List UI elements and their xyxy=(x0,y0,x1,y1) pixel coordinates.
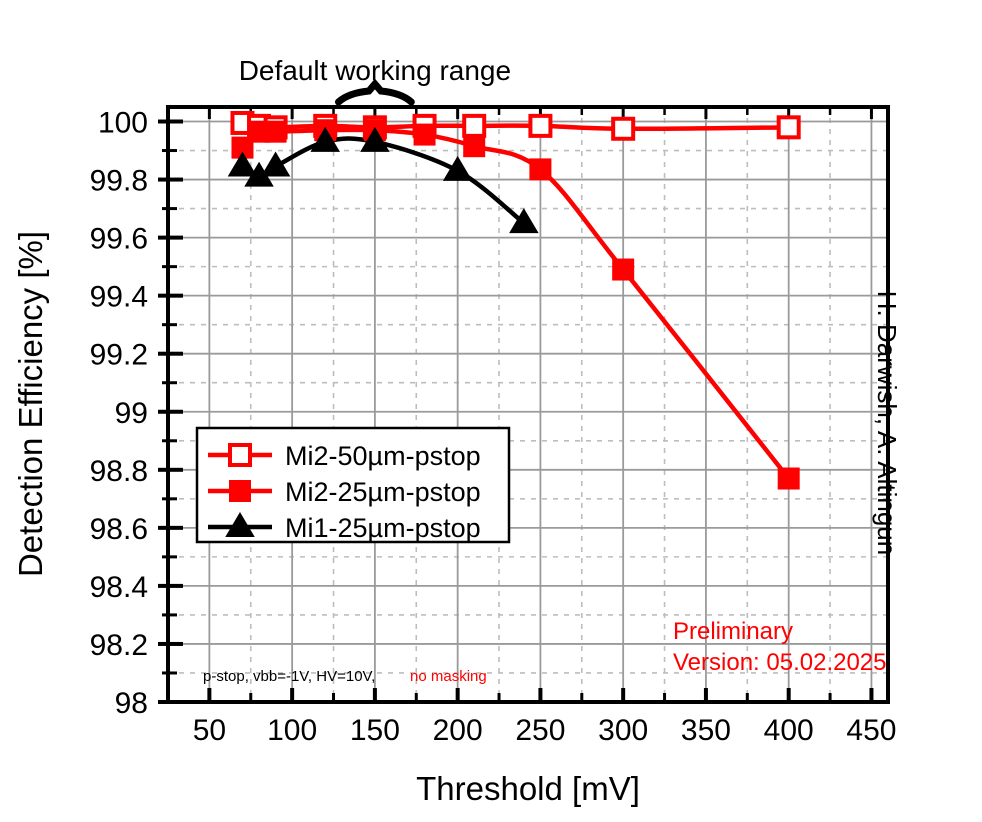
data-point-filled-triangle xyxy=(442,155,473,181)
data-point-filled-triangle xyxy=(310,126,340,152)
data-point-filled-triangle xyxy=(260,151,291,177)
y-tick-label: 99.4 xyxy=(90,281,148,314)
data-point-filled-square xyxy=(529,158,552,181)
data-point-open-square xyxy=(528,113,553,138)
y-tick-label: 99 xyxy=(115,397,148,430)
legend: Mi2-50µm-pstop Mi2-25µm-pstop Mi1-25µm-pst… xyxy=(195,426,511,544)
data-point-open-square xyxy=(228,443,252,467)
grid-minor xyxy=(168,107,888,702)
data-point-filled-triangle xyxy=(509,208,539,234)
version-label: Version: 05.02.2025 xyxy=(673,649,887,676)
y-tick-label: 98.6 xyxy=(90,513,148,546)
data-point-filled-triangle xyxy=(227,151,258,177)
data-point-open-square xyxy=(462,113,487,138)
y-tick-label: 100 xyxy=(98,107,148,140)
data-point-filled-square xyxy=(413,123,436,146)
legend-items: Mi2-50µm-pstop Mi2-25µm-pstop Mi1-25µm-pst… xyxy=(208,441,481,543)
data-series-layer xyxy=(227,110,801,490)
legend-label: Mi1-25µm-pstop xyxy=(285,513,481,543)
y-tick-labels: 100 99.8 99.6 99.4 99.2 99 98.8 98.6 98.4 98.2 98 xyxy=(90,107,148,720)
conditions-note-masking: no masking xyxy=(410,668,487,685)
working-range-brace xyxy=(334,78,415,106)
legend-item-0[interactable]: Mi2-50µm-pstop xyxy=(208,441,481,471)
authors-credit: H. Darwish, A. Altingun xyxy=(872,291,902,555)
data-point-filled-square xyxy=(777,467,800,490)
y-tick-label: 98.2 xyxy=(90,629,148,662)
y-tick-label: 98.4 xyxy=(90,571,148,604)
data-point-filled-square xyxy=(612,258,635,281)
x-tick-label: 250 xyxy=(515,714,565,747)
series-markers-2 xyxy=(227,126,539,234)
data-point-filled-square xyxy=(264,120,287,143)
y-tick-label: 99.2 xyxy=(90,339,148,372)
x-tick-labels: 50 100 150 200 250 300 350 400 450 xyxy=(193,714,897,747)
data-point-open-square xyxy=(611,116,636,141)
preliminary-label: Preliminary xyxy=(673,618,793,645)
y-tick-label: 99.8 xyxy=(90,165,148,198)
x-tick-label: 100 xyxy=(267,714,317,747)
x-tick-label: 450 xyxy=(846,714,896,747)
data-point-filled-square xyxy=(463,135,486,158)
legend-label: Mi2-50µm-pstop xyxy=(285,441,481,471)
x-tick-label: 50 xyxy=(193,714,226,747)
y-tick-label: 98 xyxy=(115,687,148,720)
working-range-label: Default working range xyxy=(239,55,511,86)
y-tick-label: 98.8 xyxy=(90,455,148,488)
legend-item-2[interactable]: Mi1-25µm-pstop xyxy=(208,512,481,543)
x-tick-label: 300 xyxy=(598,714,648,747)
x-tick-label: 400 xyxy=(764,714,814,747)
plot-frame xyxy=(166,105,890,704)
y-tick-label: 99.6 xyxy=(90,223,148,256)
x-tick-label: 200 xyxy=(433,714,483,747)
x-tick-label: 150 xyxy=(350,714,400,747)
legend-label: Mi2-25µm-pstop xyxy=(285,477,481,507)
data-point-filled-square xyxy=(229,480,251,502)
legend-item-1[interactable]: Mi2-25µm-pstop xyxy=(208,477,481,507)
x-tick-label: 350 xyxy=(681,714,731,747)
x-axis-title: Threshold [mV] xyxy=(416,770,640,807)
data-point-filled-triangle xyxy=(225,512,255,537)
y-axis-title: Detection Efficiency [%] xyxy=(12,231,49,577)
data-point-open-square xyxy=(776,115,801,140)
conditions-note: p-stop, vbb=-1V, HV=10V, xyxy=(203,668,375,685)
data-point-filled-triangle xyxy=(360,126,390,152)
